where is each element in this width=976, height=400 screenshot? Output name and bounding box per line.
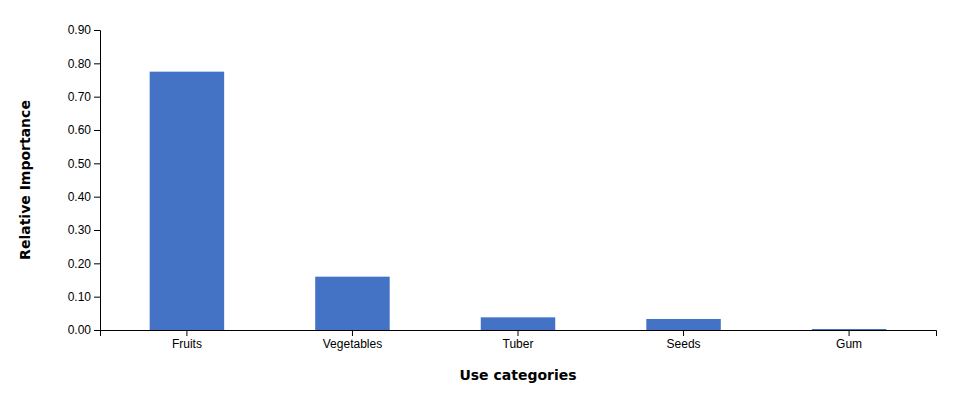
tick-label: Vegetables: [323, 337, 382, 351]
tick-mark: [94, 197, 100, 198]
tick-label: Fruits: [172, 337, 202, 351]
tick-mark: [683, 330, 684, 336]
tick-label: 0.60: [68, 123, 92, 137]
y-tick: 0.70: [68, 90, 100, 104]
tick-label: Tuber: [503, 337, 534, 351]
x-axis: Fruits Vegetables Tuber Seeds Gum: [101, 330, 937, 351]
tick-label: 0.90: [68, 23, 92, 37]
tick-mark: [94, 63, 100, 64]
y-tick: 0.10: [68, 290, 100, 304]
bar: [315, 277, 389, 330]
y-axis: 0.00 0.10 0.20 0.30 0.40 0.50 0.60 0.70 0.80 0.90: [68, 23, 101, 337]
tick-label: 0.70: [68, 90, 92, 104]
tick-mark: [94, 263, 100, 264]
tick-mark: [518, 330, 519, 336]
y-tick: 0.40: [68, 190, 100, 204]
tick-mark: [94, 297, 100, 298]
tick-mark: [94, 330, 100, 331]
bar: [812, 329, 886, 330]
tick-mark: [94, 130, 100, 131]
y-tick: 0.00: [68, 323, 100, 337]
tick-mark: [849, 330, 850, 336]
x-tick: Seeds: [667, 330, 701, 351]
tick-label: Seeds: [667, 337, 701, 351]
axis-line: [101, 331, 937, 337]
tick-label: 0.00: [68, 323, 92, 337]
x-tick: Fruits: [172, 330, 202, 351]
chart: 0.00 0.10 0.20 0.30 0.40 0.50 0.60 0.70 0.80 0.90…: [0, 0, 976, 400]
tick-label: Gum: [836, 337, 862, 351]
bar: [150, 72, 224, 330]
tick-mark: [94, 230, 100, 231]
tick-mark: [94, 97, 100, 98]
axis-line: [94, 31, 101, 331]
tick-mark: [94, 30, 100, 31]
x-tick: Gum: [836, 330, 862, 351]
y-tick: 0.50: [68, 157, 100, 171]
tick-label: 0.30: [68, 223, 92, 237]
x-axis-title: Use categories: [459, 367, 576, 383]
plot: 0.00 0.10 0.20 0.30 0.40 0.50 0.60 0.70 0.80 0.90…: [68, 23, 937, 350]
bars: [150, 72, 887, 330]
tick-label: 0.20: [68, 257, 92, 271]
bar: [646, 319, 720, 330]
y-tick: 0.90: [68, 23, 100, 37]
x-tick: Tuber: [503, 330, 534, 351]
tick-mark: [352, 330, 353, 336]
bar: [481, 317, 555, 330]
tick-label: 0.40: [68, 190, 92, 204]
tick-mark: [94, 163, 100, 164]
y-axis-title: Relative Importance: [17, 100, 33, 260]
x-tick: Vegetables: [323, 330, 382, 351]
y-tick: 0.60: [68, 123, 100, 137]
tick-mark: [186, 330, 187, 336]
y-tick: 0.80: [68, 57, 100, 71]
tick-label: 0.10: [68, 290, 92, 304]
y-tick: 0.20: [68, 257, 100, 271]
y-tick: 0.30: [68, 223, 100, 237]
tick-label: 0.50: [68, 157, 92, 171]
tick-label: 0.80: [68, 57, 92, 71]
